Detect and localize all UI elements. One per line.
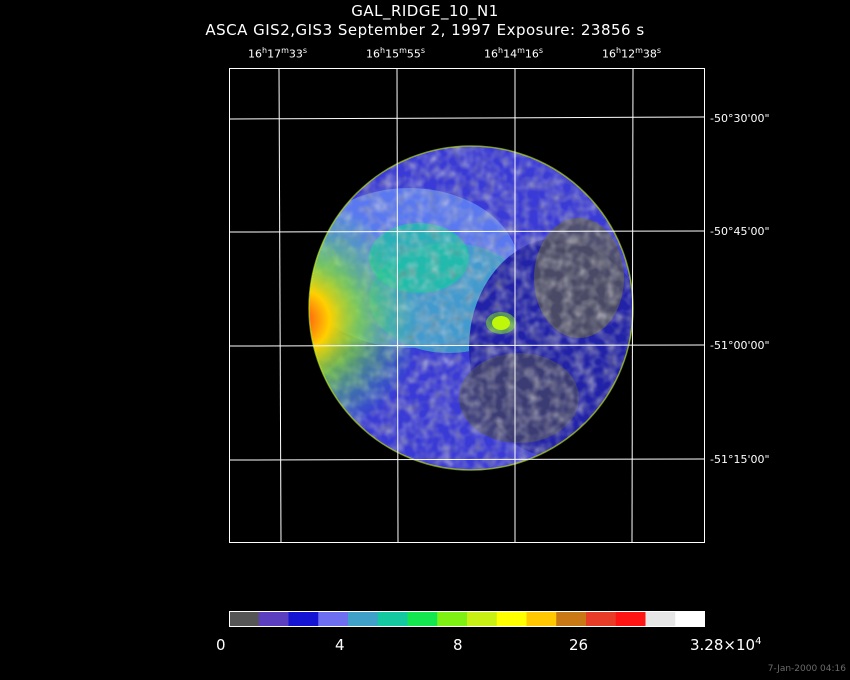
colorbar-label: 8	[453, 636, 463, 654]
colorbar-label: 4	[335, 636, 345, 654]
colorbar-swatch	[556, 611, 587, 627]
image-subtitle: ASCA GIS2,GIS3 September 2, 1997 Exposur…	[205, 21, 645, 39]
ra-label: 16h14m16s	[484, 46, 544, 61]
intensity-colorbar	[229, 611, 705, 627]
dec-label: -50°30'00"	[710, 112, 770, 125]
frame-border	[229, 68, 705, 543]
x-ray-emission-disc	[309, 146, 633, 470]
colorbar-swatch	[407, 611, 438, 627]
coordinate-grid	[229, 68, 705, 543]
colorbar-swatch	[229, 611, 260, 627]
ra-label: 16h17m33s	[248, 46, 308, 61]
colorbar-swatch	[348, 611, 379, 627]
colorbar-label: 0	[216, 636, 226, 654]
colorbar-swatch	[675, 611, 705, 627]
colorbar-swatch	[377, 611, 408, 627]
timestamp: 7-Jan-2000 04:16	[767, 664, 846, 674]
colorbar-swatch	[526, 611, 557, 627]
colorbar-swatch	[258, 611, 289, 627]
colorbar-swatch	[467, 611, 498, 627]
sky-image-frame	[229, 68, 705, 543]
colorbar-swatch	[586, 611, 617, 627]
colorbar-swatch	[318, 611, 349, 627]
ra-label: 16h15m55s	[366, 46, 426, 61]
colorbar-label: 26	[569, 636, 589, 654]
colorbar-swatch	[496, 611, 527, 627]
colorbar-swatch	[437, 611, 468, 627]
colorbar-border	[229, 611, 705, 627]
colorbar-swatch	[645, 611, 676, 627]
colorbar-max-label: 3.28×104	[690, 636, 762, 654]
colorbar-swatch	[615, 611, 646, 627]
image-title: GAL_RIDGE_10_N1	[351, 2, 499, 20]
ra-label: 16h12m38s	[602, 46, 662, 61]
dec-label: -50°45'00"	[710, 225, 770, 238]
colorbar-swatch	[288, 611, 319, 627]
dec-label: -51°15'00"	[710, 453, 770, 466]
dec-label: -51°00'00"	[710, 339, 770, 352]
